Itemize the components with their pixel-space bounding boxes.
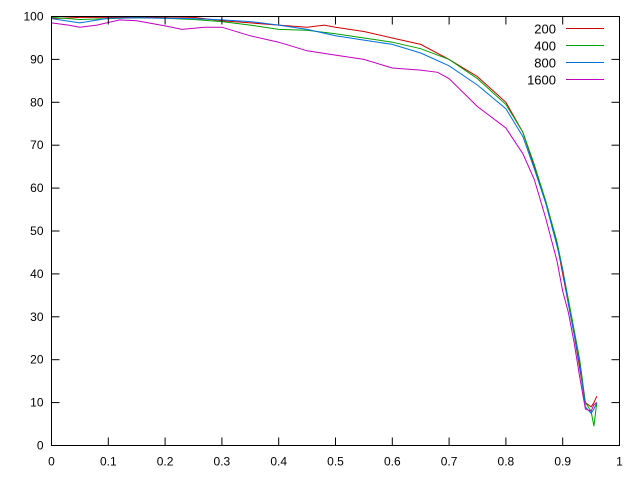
x-tick-label: 0.8 xyxy=(498,455,515,469)
series-line-200 xyxy=(51,16,598,408)
y-tick-label: 20 xyxy=(30,353,44,367)
series-line-400 xyxy=(51,16,598,427)
y-tick-label: 0 xyxy=(37,439,44,453)
y-tick-label: 80 xyxy=(30,95,44,109)
x-tick-label: 0.7 xyxy=(441,455,458,469)
y-tick-label: 100 xyxy=(23,10,43,24)
series-line-800 xyxy=(51,17,598,415)
legend: 200 400 800 1600 xyxy=(527,22,604,88)
legend-label-1600: 1600 xyxy=(527,73,556,88)
y-tick-label: 40 xyxy=(30,267,44,281)
x-tick-label: 1 xyxy=(616,455,623,469)
plot-frame xyxy=(51,16,620,446)
y-tick-label: 30 xyxy=(30,310,44,324)
y-tick-label: 50 xyxy=(30,224,44,238)
x-tick-label: 0.4 xyxy=(270,455,287,469)
x-tick-label: 0.6 xyxy=(384,455,401,469)
x-tick-label: 0.5 xyxy=(327,455,344,469)
legend-label-800: 800 xyxy=(534,56,556,71)
y-tick-label: 60 xyxy=(30,181,44,195)
y-tick-label: 90 xyxy=(30,52,44,66)
y-tick-label: 10 xyxy=(30,396,44,410)
legend-label-400: 400 xyxy=(534,39,556,54)
series-line-1600 xyxy=(51,19,598,412)
x-tick-label: 0.9 xyxy=(554,455,571,469)
series-lines xyxy=(51,16,598,427)
legend-label-200: 200 xyxy=(534,22,556,37)
x-tick-label: 0 xyxy=(48,455,55,469)
y-tick-label: 70 xyxy=(30,138,44,152)
x-tick-label: 0.2 xyxy=(157,455,174,469)
x-tick-label: 0.1 xyxy=(100,455,117,469)
x-tick-label: 0.3 xyxy=(214,455,231,469)
